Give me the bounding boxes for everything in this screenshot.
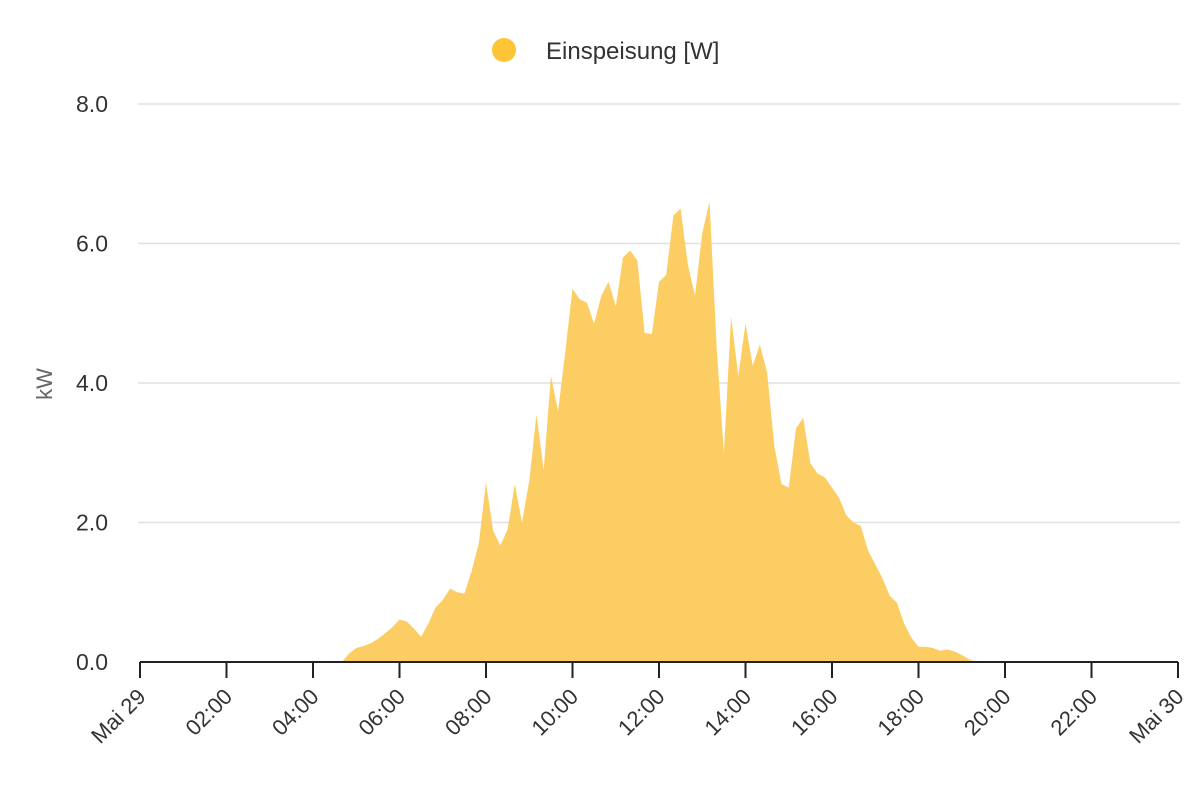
x-tick-label: 18:00 — [872, 684, 929, 741]
x-tick-label: 22:00 — [1045, 684, 1102, 741]
area-layer — [140, 201, 1178, 662]
legend[interactable]: Einspeisung [W] — [492, 38, 719, 65]
x-tick-label: 12:00 — [613, 684, 670, 741]
x-tick-label: 16:00 — [786, 684, 843, 741]
legend-marker[interactable] — [492, 38, 516, 62]
y-tick-label: 6.0 — [76, 231, 108, 257]
x-tick-label: 14:00 — [699, 684, 756, 741]
x-tick-label: 06:00 — [353, 684, 410, 741]
x-tick-label: 08:00 — [440, 684, 497, 741]
x-tick-label: 04:00 — [267, 684, 324, 741]
x-tick-label: 20:00 — [959, 684, 1016, 741]
x-tick-label: 10:00 — [526, 684, 583, 741]
x-tick-label: Mai 30 — [1124, 684, 1188, 748]
y-tick-label: 8.0 — [76, 91, 108, 117]
y-tick-label: 2.0 — [76, 510, 108, 536]
y-tick-label: 0.0 — [76, 649, 108, 675]
y-tick-label: 4.0 — [76, 370, 108, 396]
legend-label[interactable]: Einspeisung [W] — [546, 38, 719, 65]
y-axis-label: kW — [32, 368, 57, 400]
series-area-einspeisung — [140, 201, 1178, 662]
x-tick-label: Mai 29 — [86, 684, 150, 748]
x-tick-label: 02:00 — [180, 684, 237, 741]
